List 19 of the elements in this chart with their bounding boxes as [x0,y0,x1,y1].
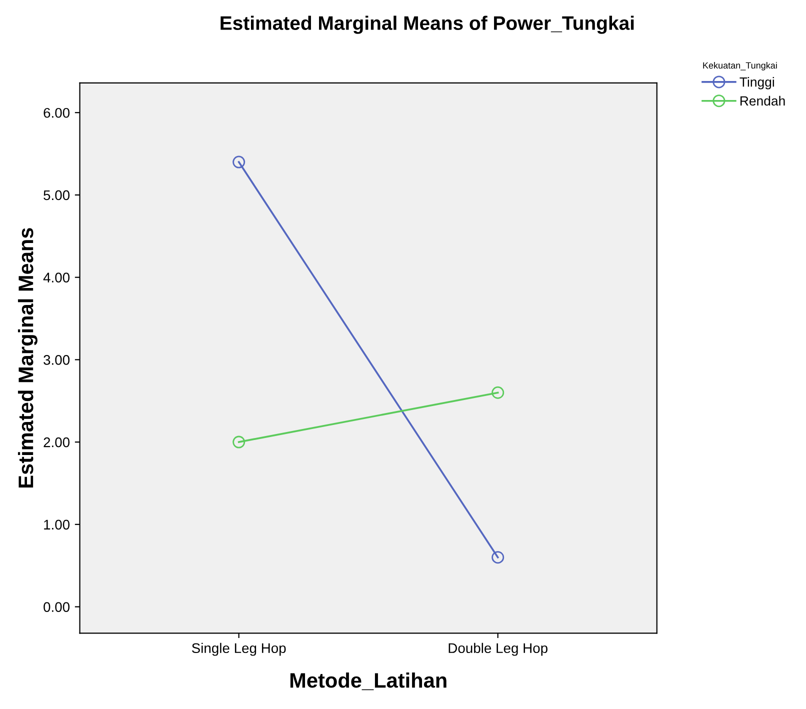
x-axis-title: Metode_Latihan [290,672,446,690]
point [492,551,504,564]
point [232,156,246,168]
legend-label: Rendah [740,96,785,106]
y-tick-label: 5.00 [44,190,70,200]
y-tick-label: 2.00 [44,437,70,448]
y-tick-label: 1.00 [44,520,70,530]
legend-title: Kekuatan_Tungkai [703,62,777,70]
y-tick-label: 6.00 [44,108,70,118]
point [232,436,246,448]
x-tick-label: Single Leg Hop [192,642,286,656]
y-tick-label: 4.00 [43,272,70,282]
y-tick-label: 0.00 [44,602,70,612]
legend-label: Tinggi [740,77,774,90]
y-axis-title: Estimated Marginal Means [18,228,38,488]
chart-title: Estimated Marginal Means of Power_Tungkai [220,16,634,34]
point [492,386,504,399]
y-tick-label: 3.00 [44,355,70,365]
x-tick-label: Double Leg Hop [448,642,548,656]
